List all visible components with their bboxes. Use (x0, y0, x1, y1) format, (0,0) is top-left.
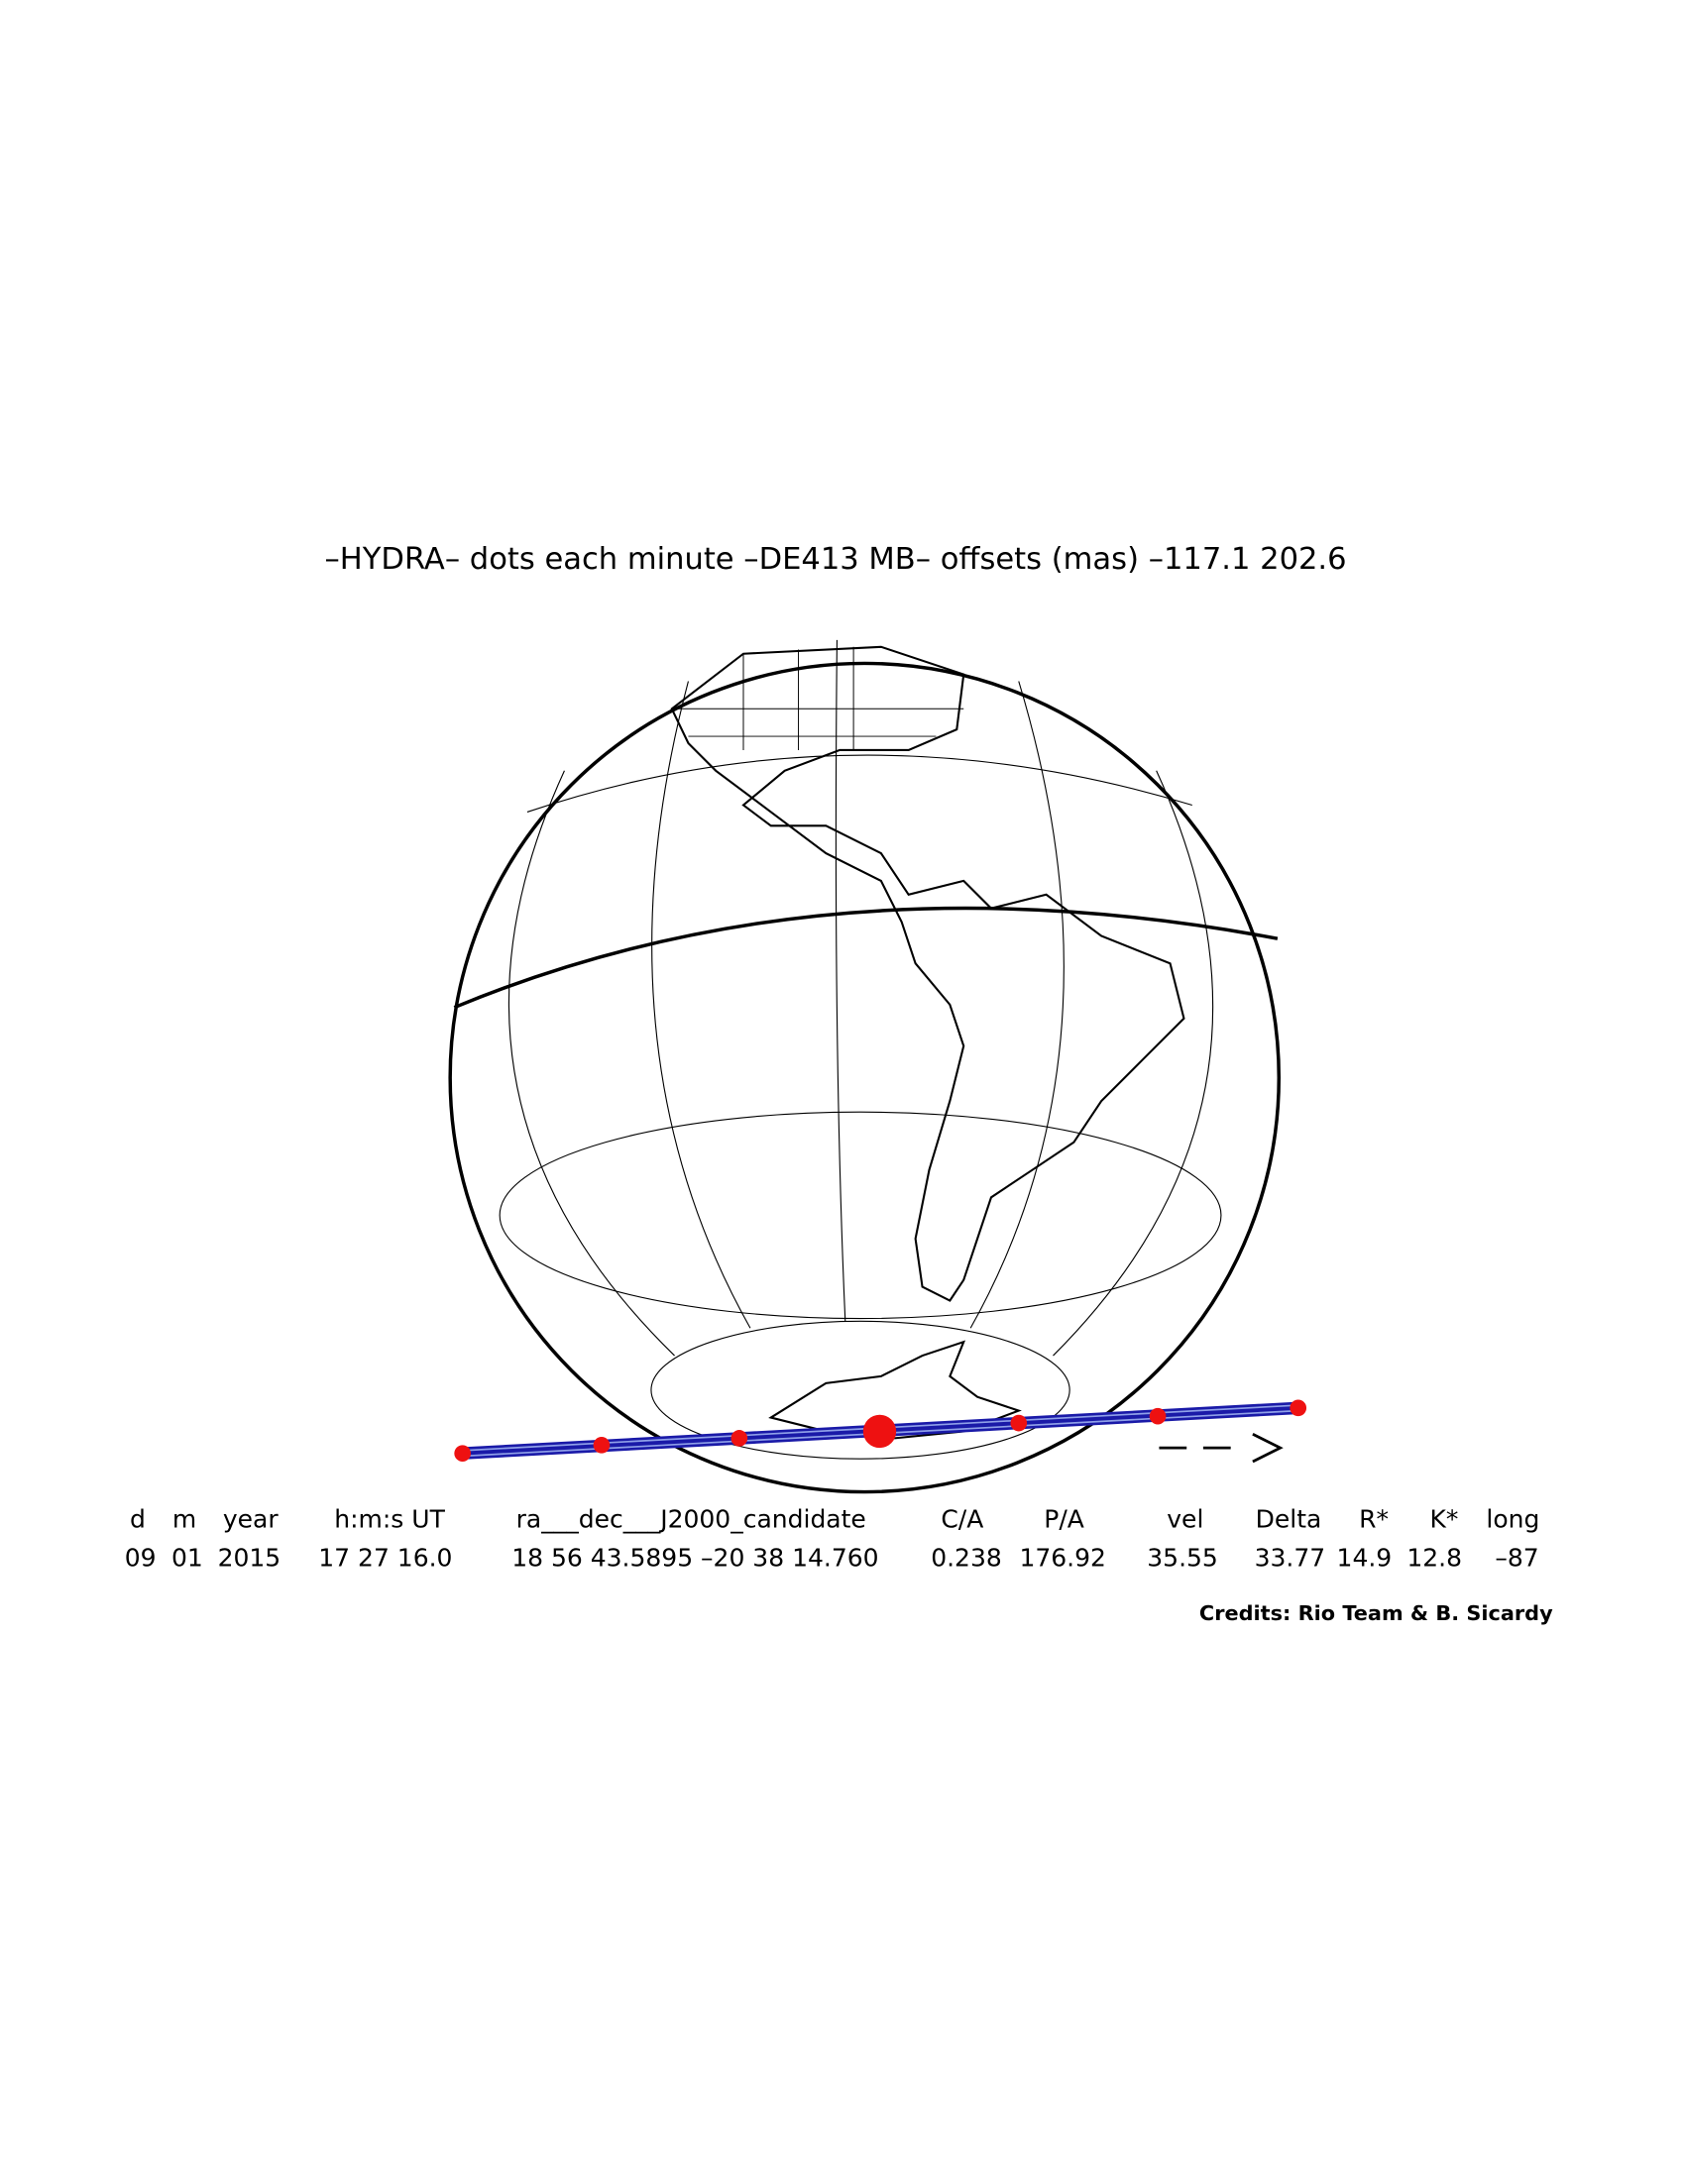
minute-dot (1149, 1407, 1167, 1425)
cell-value: 2015 (218, 1544, 281, 1573)
cell-value: 09 (125, 1544, 157, 1573)
latitude-line (499, 1111, 1222, 1320)
cell-value: 0.238 (931, 1544, 1002, 1573)
cell-value: 01 (171, 1544, 203, 1573)
state-borders (671, 646, 964, 750)
column-header: ra___dec___J2000_candidate (516, 1505, 866, 1534)
central-dot (862, 1414, 897, 1449)
minute-dot (454, 1445, 471, 1462)
map-title: –HYDRA– dots each minute –DE413 MB– offs… (325, 542, 1347, 577)
column-header: m (172, 1505, 196, 1534)
shadow-path (454, 1399, 1307, 1464)
americas-outline (670, 645, 1185, 1302)
cell-value: 17 27 16.0 (318, 1544, 452, 1573)
column-header: C/A (941, 1505, 983, 1534)
meridian (651, 681, 751, 1329)
cell-value: 176.92 (1019, 1544, 1105, 1573)
minute-dot (730, 1430, 748, 1447)
minute-dot (1010, 1414, 1028, 1432)
column-header: d (130, 1505, 146, 1534)
column-header: R* (1359, 1505, 1389, 1534)
equator (453, 906, 1279, 1010)
column-header: year (223, 1505, 279, 1534)
column-header: h:m:s UT (334, 1505, 445, 1534)
column-header: P/A (1044, 1505, 1084, 1534)
globe (448, 639, 1282, 1494)
column-header: K* (1429, 1505, 1458, 1534)
direction-arrow (1159, 1432, 1284, 1464)
cell-value: 12.8 (1406, 1544, 1462, 1573)
column-header: Delta (1256, 1505, 1322, 1534)
column-header: vel (1167, 1505, 1203, 1534)
cell-value: 18 56 43.5895 –20 38 14.760 (511, 1544, 878, 1573)
column-header: long (1486, 1505, 1539, 1534)
minute-dot (1290, 1399, 1307, 1417)
event-table: d m year h:m:s UT ra___dec___J2000_candidate… (125, 1505, 1540, 1573)
cell-value: 35.55 (1147, 1544, 1218, 1573)
latitude-line (526, 754, 1192, 813)
minute-dot (593, 1437, 611, 1454)
meridian (835, 639, 846, 1322)
latitude-line (650, 1320, 1070, 1460)
cell-value: 14.9 (1337, 1544, 1393, 1573)
meridian (507, 770, 675, 1357)
meridian (969, 681, 1065, 1329)
globe-outline (448, 661, 1282, 1494)
credits: Credits: Rio Team & B. Sicardy (1199, 1601, 1553, 1625)
meridian (1053, 770, 1214, 1357)
cell-value: 33.77 (1255, 1544, 1326, 1573)
cell-value: –87 (1495, 1544, 1538, 1573)
